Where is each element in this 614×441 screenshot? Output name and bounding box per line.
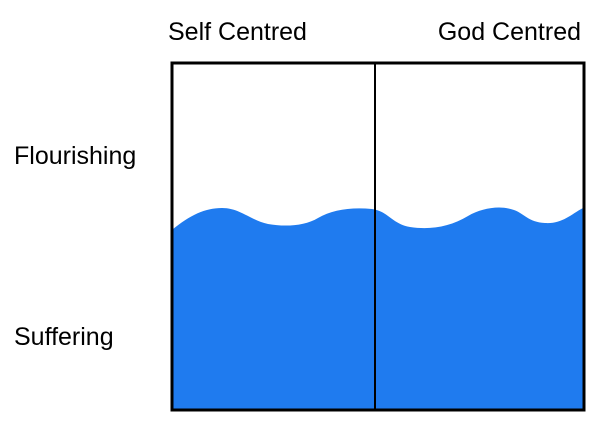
column-label: Self Centred <box>168 18 307 46</box>
frame <box>170 61 586 412</box>
wave-fill <box>172 207 583 410</box>
row-label: Flourishing <box>14 142 136 170</box>
column-label: God Centred <box>438 18 581 46</box>
row-label: Suffering <box>14 323 114 351</box>
